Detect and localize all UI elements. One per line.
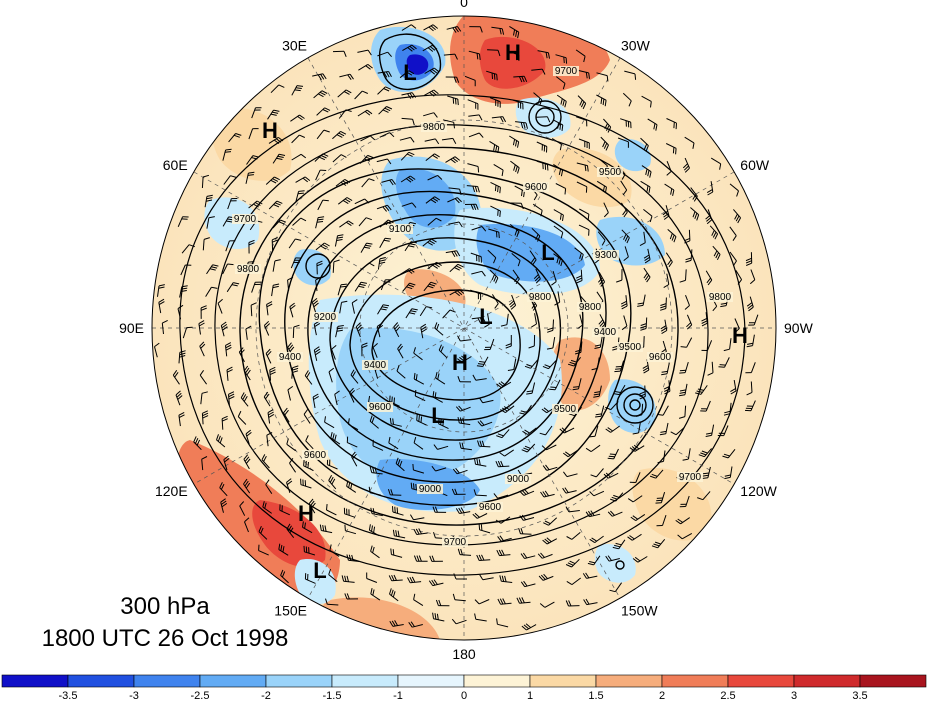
contour-label: 9800 <box>529 292 552 303</box>
datetime-label: 1800 UTC 26 Oct 1998 <box>41 625 289 652</box>
longitude-label: 90E <box>119 320 144 336</box>
contour-label: 9600 <box>649 352 672 363</box>
contour-label: 9000 <box>507 474 530 485</box>
contour-label: 9800 <box>579 302 602 313</box>
pressure-center-high: H <box>298 501 314 526</box>
contour-label: 9500 <box>554 404 577 415</box>
wind-barbs <box>154 24 759 631</box>
colorbar-swatch <box>793 674 861 688</box>
colorbar-tick-label: 2 <box>659 690 665 702</box>
pressure-level-label: 300 hPa <box>120 593 210 620</box>
longitude-label: 90W <box>784 320 814 336</box>
contour-label: 9600 <box>304 450 327 461</box>
colorbar-tick-label: 1 <box>527 690 533 702</box>
colorbar: -3.5 -3 -2.5 -2 -1.5 -1 0 1 1.5 2 2.5 3 3.5 <box>1 674 927 702</box>
colorbar-swatch <box>661 674 729 688</box>
colorbar-swatch <box>859 674 927 688</box>
colorbar-swatch <box>463 674 531 688</box>
pressure-center-high: H <box>262 118 278 143</box>
contour-value-labels: 9700 9800 9600 9500 9300 9100 9200 9400 9000 9500… <box>232 66 733 548</box>
colorbar-tick-label: -1 <box>393 690 403 702</box>
contour-label: 9700 <box>679 472 702 483</box>
colorbar-tick-label: -3.5 <box>59 690 78 702</box>
pressure-center-low: L <box>431 403 444 428</box>
longitude-label: 120W <box>740 483 777 499</box>
colorbar-swatch <box>397 674 465 688</box>
contour-label: 9100 <box>389 224 412 235</box>
longitude-label: 180 <box>452 646 476 662</box>
contour-label: 9700 <box>234 214 257 225</box>
longitude-label: 120E <box>155 483 188 499</box>
contour-label: 9500 <box>599 167 622 178</box>
longitude-label: 150E <box>274 602 307 618</box>
graticule <box>152 16 776 640</box>
colorbar-swatch <box>529 674 597 688</box>
colorbar-tick-label: 0 <box>461 690 467 702</box>
contour-label: 9400 <box>594 327 617 338</box>
pressure-center-low: L <box>313 558 326 583</box>
colorbar-swatch <box>727 674 795 688</box>
longitude-labels: 0 30W 60W 90W 120W 150W 180 150E 120E 90E 60E 30E <box>119 0 813 662</box>
contour-label: 9800 <box>709 292 732 303</box>
colorbar-tick-label: 3.5 <box>852 690 867 702</box>
colorbar-tick-label: -3 <box>129 690 139 702</box>
contour-label: 9400 <box>364 360 387 371</box>
longitude-label: 0 <box>460 0 468 10</box>
contour-label: 9300 <box>595 250 618 261</box>
contour-label: 9600 <box>525 182 548 193</box>
contour-label: 9600 <box>369 402 392 413</box>
colorbar-swatch <box>67 674 135 688</box>
contour-label: 9200 <box>314 312 337 323</box>
contour-label: 9800 <box>237 264 260 275</box>
colorbar-swatch <box>265 674 333 688</box>
colorbar-tick-label: -2.5 <box>191 690 210 702</box>
colorbar-tick-label: 3 <box>791 690 797 702</box>
longitude-label: 30E <box>282 38 307 54</box>
pressure-center-low: L <box>403 60 416 85</box>
longitude-label: 60W <box>740 157 770 173</box>
colorbar-tick-label: -1.5 <box>323 690 342 702</box>
colorbar-tick-label: -2 <box>261 690 271 702</box>
contour-label: 9800 <box>423 122 446 133</box>
colorbar-tick-label: 2.5 <box>720 690 735 702</box>
colorbar-swatch <box>199 674 267 688</box>
contour-label: 9400 <box>279 352 302 363</box>
longitude-label: 30W <box>621 38 651 54</box>
contour-label: 9600 <box>479 502 502 513</box>
colorbar-swatch <box>1 674 69 688</box>
longitude-label: 150W <box>621 602 658 618</box>
colorbar-tick-label: 1.5 <box>588 690 603 702</box>
colorbar-swatch <box>133 674 201 688</box>
pressure-center-high: H <box>732 323 748 348</box>
contour-label: 9500 <box>619 342 642 353</box>
colorbar-swatch <box>595 674 663 688</box>
pressure-center-low: L <box>479 304 492 329</box>
pressure-center-low: L <box>541 240 554 265</box>
contour-label: 9000 <box>419 484 442 495</box>
contour-label: 9700 <box>444 537 467 548</box>
colorbar-swatch <box>331 674 399 688</box>
pressure-center-high: H <box>505 40 521 65</box>
pressure-center-high: H <box>452 350 468 375</box>
contour-label: 9700 <box>555 66 578 77</box>
longitude-label: 60E <box>163 157 188 173</box>
map-border <box>151 15 777 641</box>
